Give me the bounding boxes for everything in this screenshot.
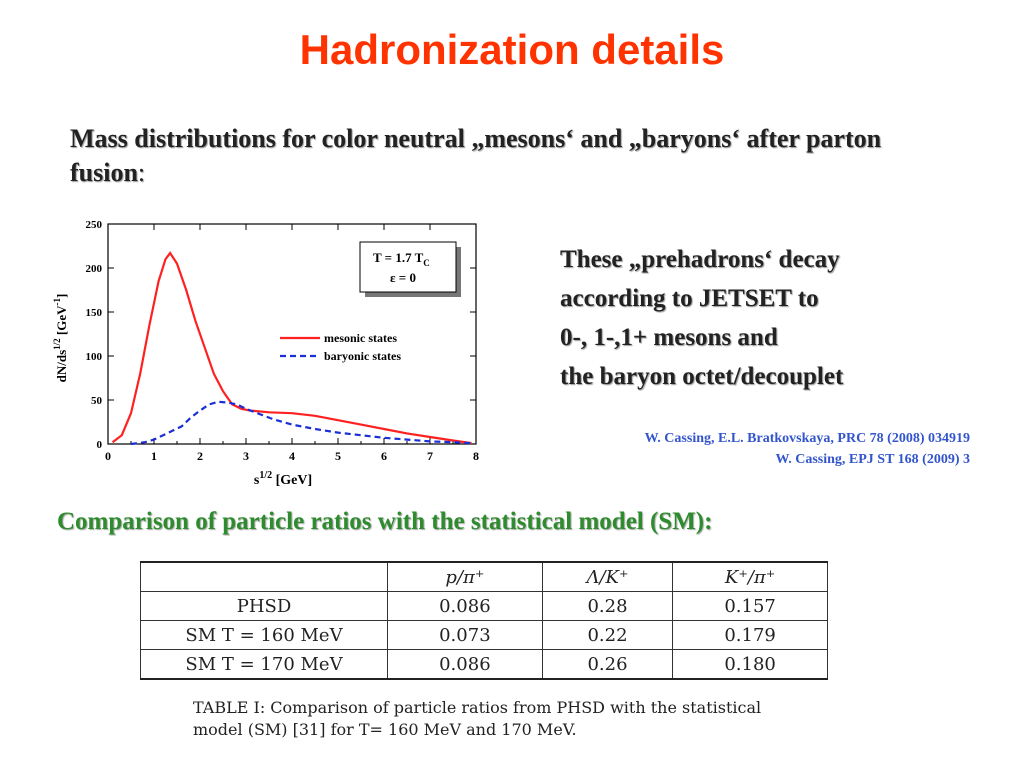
reference-item: W. Cassing, EPJ ST 168 (2009) 3 (775, 452, 970, 467)
chart-y-axis-label: dN/ds1/2 [GeV-1] (52, 294, 69, 383)
x-tick-label: 2 (197, 449, 203, 463)
reference-item: W. Cassing, E.L. Bratkovskaya, PRC 78 (2… (644, 431, 970, 446)
chart-svg: 0 1 2 3 4 5 6 7 8 0 50 100 150 200 250 mesonic states … (52, 219, 480, 488)
y-tick-label: 100 (86, 351, 103, 363)
annotation-temperature: T = 1.7 TC (373, 250, 430, 268)
table-cell: 0.180 (672, 649, 828, 680)
table-cell: SM T = 170 MeV (140, 649, 388, 680)
chart-legend: mesonic states baryonic states (280, 331, 401, 363)
slide-title: Hadronization details (299, 26, 725, 73)
table-cell: 0.157 (672, 591, 828, 621)
comparison-heading: Comparison of particle ratios with the s… (57, 508, 713, 535)
table-cell: 0.086 (387, 591, 543, 621)
table-cell: 0.28 (541, 591, 674, 621)
x-tick-label: 1 (151, 449, 157, 463)
mesonic-states-line (111, 251, 472, 445)
annotation-temperature-text: T = 1.7 T (373, 250, 424, 265)
description-line: These „prehadrons‘ decay (560, 246, 840, 273)
x-tick-label: 6 (381, 449, 387, 463)
table-header-cell (140, 561, 388, 592)
annotation-epsilon: ε = 0 (390, 270, 416, 285)
table-cell: PHSD (140, 591, 388, 621)
table-row: PHSD 0.086 0.28 0.157 (140, 591, 828, 621)
y-tick-label: 0 (97, 439, 103, 451)
baryonic-states-line (130, 400, 472, 446)
chart-x-axis-label: s1/2 [GeV] (254, 470, 312, 488)
y-tick-label: 150 (86, 307, 103, 319)
chart-annotation-box: T = 1.7 TC ε = 0 (359, 241, 461, 297)
table-cell: SM T = 160 MeV (140, 620, 388, 650)
description-line: the baryon octet/decouplet (560, 363, 844, 390)
particle-ratio-table: p/π⁺ Λ/K⁺ K⁺/π⁺ PHSD 0.086 0.28 0.157 SM… (140, 561, 828, 680)
annotation-frame (359, 241, 457, 293)
table-cell: 0.179 (672, 620, 828, 650)
prehadron-description: These „prehadrons‘ decay according to JE… (560, 240, 1000, 396)
table-header-cell: K⁺/π⁺ (672, 561, 828, 592)
x-tick-label: 7 (427, 449, 433, 463)
table-row: SM T = 160 MeV 0.073 0.22 0.179 (140, 620, 828, 650)
references: W. Cassing, E.L. Bratkovskaya, PRC 78 (2… (645, 428, 970, 470)
table-header-cell: p/π⁺ (387, 561, 543, 592)
x-tick-label: 0 (105, 449, 111, 463)
subtitle-colon: : (137, 158, 146, 187)
annotation-temperature-sub: C (423, 258, 430, 268)
mass-distribution-chart: 0 1 2 3 4 5 6 7 8 0 50 100 150 200 250 mesonic states … (48, 208, 488, 490)
x-tick-label: 5 (335, 449, 341, 463)
legend-mesonic-label: mesonic states (324, 331, 397, 345)
table-header-row: p/π⁺ Λ/K⁺ K⁺/π⁺ (140, 561, 828, 592)
y-tick-label: 50 (91, 395, 103, 407)
table-header-cell: Λ/K⁺ (541, 561, 674, 592)
table-caption: TABLE I: Comparison of particle ratios f… (193, 698, 762, 739)
chart-axes: 0 1 2 3 4 5 6 7 8 0 50 100 150 200 250 (86, 219, 480, 463)
table-cell: 0.22 (541, 620, 674, 650)
x-tick-label: 4 (289, 449, 295, 463)
slide-subtitle: Mass distributions for color neutral „me… (70, 122, 930, 190)
description-line: 0-, 1-,1+ mesons and (560, 324, 778, 351)
table-row: SM T = 170 MeV 0.086 0.26 0.180 (140, 649, 828, 680)
y-tick-label: 250 (86, 219, 103, 231)
subtitle-text: Mass distributions for color neutral „me… (70, 124, 882, 187)
x-tick-label: 3 (243, 449, 249, 463)
table-cell: 0.073 (387, 620, 543, 650)
description-line: according to JETSET to (560, 285, 819, 312)
chart-series-layer (111, 251, 472, 446)
table-cell: 0.086 (387, 649, 543, 680)
legend-baryonic-label: baryonic states (324, 349, 401, 363)
x-tick-label: 8 (473, 449, 479, 463)
y-tick-label: 200 (86, 263, 103, 275)
table-cell: 0.26 (541, 649, 674, 680)
